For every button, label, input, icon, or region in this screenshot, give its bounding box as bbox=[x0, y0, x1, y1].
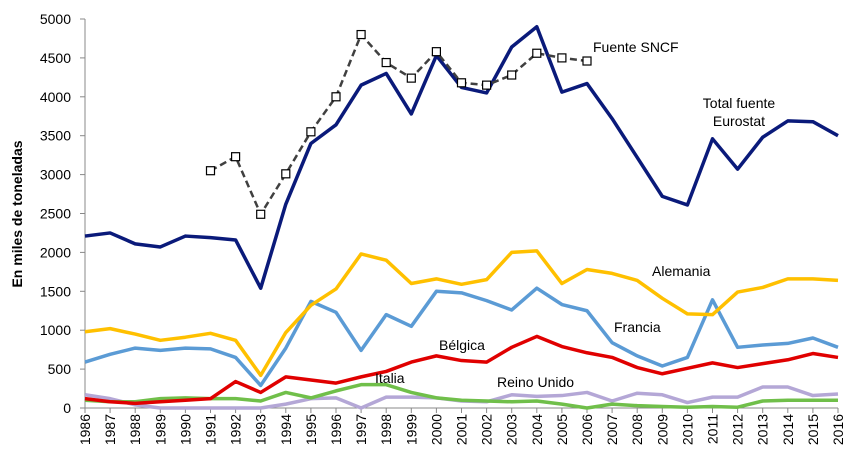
series-label: Italia bbox=[375, 370, 405, 386]
series-line bbox=[84, 25, 839, 290]
data-point bbox=[482, 80, 492, 90]
x-tick-label: 2003 bbox=[504, 414, 520, 445]
series-label: Reino Unido bbox=[497, 374, 575, 390]
y-tick-label: 2500 bbox=[40, 206, 71, 222]
y-axis-label: En miles de toneladas bbox=[9, 140, 25, 287]
x-tick-label: 2004 bbox=[529, 414, 545, 445]
y-tick-label: 500 bbox=[48, 361, 72, 377]
x-tick-label: 1995 bbox=[303, 414, 319, 445]
x-tick-label: 1998 bbox=[378, 414, 394, 445]
data-point bbox=[306, 127, 316, 137]
y-tick-label: 4000 bbox=[40, 89, 71, 105]
x-tick-label: 1988 bbox=[127, 414, 143, 445]
data-point bbox=[431, 47, 441, 57]
data-point bbox=[331, 92, 341, 102]
series-label: Bélgica bbox=[439, 337, 485, 353]
x-tick-label: 1987 bbox=[102, 414, 118, 445]
x-tick-label: 2001 bbox=[454, 414, 470, 445]
x-tick-label: 1999 bbox=[403, 414, 419, 445]
x-tick-label: 1994 bbox=[278, 414, 294, 445]
data-point bbox=[356, 29, 366, 40]
y-tick-label: 1500 bbox=[40, 283, 71, 299]
y-tick-label: 1000 bbox=[40, 322, 71, 338]
x-tick-label: 1997 bbox=[353, 414, 369, 445]
x-tick-label: 1991 bbox=[203, 414, 219, 445]
data-point bbox=[456, 78, 467, 88]
x-tick-label: 1990 bbox=[177, 414, 193, 445]
series-line bbox=[84, 334, 839, 406]
data-point bbox=[507, 70, 517, 80]
x-tick-label: 1989 bbox=[152, 414, 168, 445]
data-point bbox=[205, 166, 216, 176]
x-tick-label: 1996 bbox=[328, 414, 344, 445]
data-point bbox=[281, 169, 291, 179]
y-tick-label: 2000 bbox=[40, 244, 71, 260]
x-tick-label: 2011 bbox=[705, 414, 721, 444]
series-label: Alemania bbox=[652, 263, 711, 279]
data-point bbox=[582, 56, 592, 66]
x-tick-label: 2005 bbox=[554, 414, 570, 445]
y-tick-label: 4500 bbox=[40, 50, 71, 66]
data-point bbox=[381, 57, 391, 68]
y-tick-label: 3000 bbox=[40, 167, 71, 183]
y-tick-label: 3500 bbox=[40, 128, 71, 144]
x-tick-label: 2007 bbox=[604, 414, 620, 445]
series-label: Total fuente Eurostat bbox=[702, 95, 776, 129]
series-line bbox=[209, 33, 588, 216]
x-tick-label: 2013 bbox=[755, 414, 771, 445]
data-point bbox=[406, 73, 416, 83]
x-tick-label: 2015 bbox=[805, 414, 821, 445]
x-tick-label: 2014 bbox=[780, 414, 796, 445]
y-tick-label: 5000 bbox=[40, 11, 71, 27]
data-point bbox=[256, 209, 266, 219]
series-label: Fuente SNCF bbox=[593, 39, 679, 55]
x-tick-label: 1993 bbox=[253, 414, 269, 445]
x-tick-label: 2016 bbox=[830, 414, 843, 445]
series-line bbox=[84, 249, 839, 378]
x-tick-label: 2009 bbox=[654, 414, 670, 445]
series-label: Francia bbox=[614, 319, 661, 335]
x-tick-label: 2000 bbox=[428, 414, 444, 445]
data-point bbox=[557, 53, 567, 63]
y-tick-label: 0 bbox=[63, 400, 71, 416]
x-tick-label: 2006 bbox=[579, 414, 595, 445]
series-line bbox=[84, 286, 839, 388]
x-tick-label: 1986 bbox=[77, 414, 93, 445]
x-tick-label: 2008 bbox=[629, 414, 645, 445]
x-tick-label: 2002 bbox=[479, 414, 495, 445]
x-tick-label: 2012 bbox=[730, 414, 746, 445]
x-tick-label: 1992 bbox=[228, 414, 244, 445]
x-tick-label: 2010 bbox=[679, 414, 695, 445]
data-point bbox=[532, 48, 542, 58]
data-point bbox=[231, 152, 241, 162]
